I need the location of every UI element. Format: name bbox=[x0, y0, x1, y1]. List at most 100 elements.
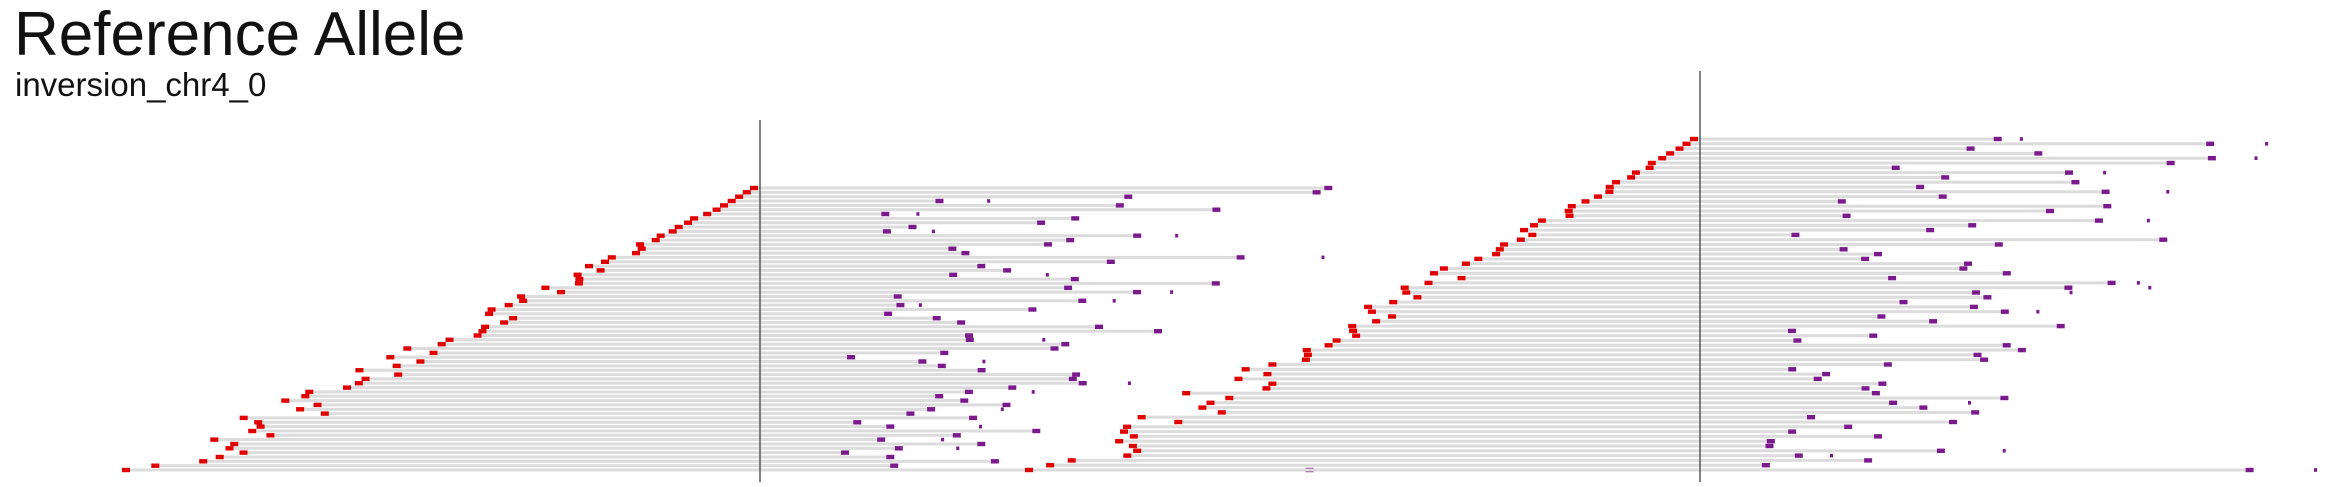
read-pair-connector bbox=[1605, 190, 2102, 194]
mate-segment bbox=[1969, 304, 1978, 310]
mate-segment-extra bbox=[1000, 407, 1004, 412]
read-pair-connector bbox=[1424, 281, 2108, 285]
read-segment bbox=[1520, 227, 1528, 233]
read-pair-connector bbox=[445, 338, 966, 342]
mate-segment bbox=[1766, 439, 1775, 444]
mate-segment bbox=[940, 350, 949, 356]
mate-segment-extra bbox=[987, 199, 991, 203]
mate-segment-extra bbox=[2148, 285, 2152, 290]
read-segment bbox=[1372, 319, 1381, 324]
mate-segment bbox=[882, 229, 891, 234]
read-pair-connector bbox=[1627, 175, 1942, 179]
read-segment bbox=[199, 459, 208, 464]
mate-segment bbox=[2206, 141, 2215, 146]
read-pair-connector bbox=[1225, 396, 2001, 400]
read-pair-connector bbox=[1364, 305, 1970, 309]
mate-segment bbox=[881, 211, 890, 217]
read-pair-connector bbox=[1682, 142, 2207, 146]
mate-segment bbox=[1949, 419, 1957, 425]
read-pair-connector bbox=[481, 325, 1096, 329]
mate-segment bbox=[1980, 357, 1989, 362]
mate-segment bbox=[1068, 376, 1077, 382]
read-segment bbox=[473, 333, 482, 338]
read-pair-connector bbox=[750, 186, 1325, 190]
mate-segment bbox=[1899, 299, 1908, 305]
read-pair-connector bbox=[1129, 434, 1874, 438]
mate-segment bbox=[935, 198, 944, 204]
read-pair-connector bbox=[1352, 334, 1870, 338]
read-pair-connector bbox=[1690, 137, 1994, 141]
mate-segment-extra bbox=[2146, 218, 2150, 223]
read-segment bbox=[541, 285, 550, 290]
mate-segment bbox=[918, 359, 927, 364]
page-title: Reference Allele bbox=[14, 0, 466, 69]
read-segment bbox=[1461, 261, 1470, 266]
read-pair-connector bbox=[1301, 358, 1981, 362]
read-pair-connector bbox=[517, 295, 894, 298]
mate-segment-extra bbox=[918, 303, 922, 307]
mate-segment bbox=[1959, 266, 1968, 271]
read-pair-connector bbox=[500, 321, 957, 324]
mate-segment bbox=[1966, 146, 1975, 151]
mate-segment bbox=[1115, 203, 1124, 208]
mate-segment bbox=[2071, 180, 2080, 185]
read-pair-connector bbox=[354, 381, 1079, 385]
read-segment bbox=[1564, 208, 1573, 214]
read-segment bbox=[1492, 251, 1501, 257]
read-segment bbox=[1389, 299, 1398, 305]
read-pair-connector bbox=[1474, 257, 1862, 261]
mate-segment-extra bbox=[1321, 255, 1325, 260]
mate-segment bbox=[1888, 275, 1897, 281]
mate-segment-extra bbox=[2314, 468, 2317, 472]
read-segment bbox=[1605, 184, 1614, 190]
read-segment bbox=[1424, 280, 1433, 286]
mate-segment bbox=[2103, 204, 2112, 209]
read-segment bbox=[517, 294, 525, 299]
mate-segment bbox=[2017, 347, 2026, 353]
read-segment bbox=[210, 437, 219, 442]
mate-segment bbox=[1807, 415, 1815, 420]
mate-segment bbox=[2064, 285, 2073, 290]
read-segment bbox=[485, 311, 494, 316]
read-segment bbox=[343, 385, 351, 390]
read-segment bbox=[1658, 156, 1667, 161]
read-segment bbox=[1388, 314, 1396, 319]
mate-segment-extra bbox=[979, 424, 982, 429]
mate-segment bbox=[894, 446, 903, 451]
mate-segment bbox=[884, 311, 893, 316]
read-segment bbox=[1567, 204, 1576, 209]
read-segment bbox=[1324, 343, 1333, 348]
read-segment bbox=[1129, 434, 1138, 439]
read-pair-connector bbox=[313, 403, 1003, 407]
read-pair-connector bbox=[225, 446, 895, 450]
read-pair-connector bbox=[1241, 367, 1789, 371]
mate-segment-extra bbox=[1175, 233, 1179, 238]
read-pair-connector bbox=[504, 303, 897, 307]
read-pair-connector bbox=[1217, 410, 1972, 414]
read-segment bbox=[248, 428, 257, 434]
read-pair-connector bbox=[636, 242, 1044, 246]
mate-segment bbox=[2000, 309, 2009, 314]
read-pair-connector bbox=[320, 412, 907, 416]
read-segment bbox=[320, 411, 329, 416]
mate-segment bbox=[952, 433, 961, 438]
read-pair-connector bbox=[1268, 382, 1879, 386]
read-pair-connector bbox=[703, 212, 882, 216]
mate-segment bbox=[1878, 381, 1887, 386]
mate-segment bbox=[2002, 271, 2011, 276]
read-pair-connector bbox=[1067, 458, 1865, 462]
mate-segment bbox=[965, 337, 974, 342]
mate-segment bbox=[1028, 307, 1037, 312]
read-segment bbox=[256, 424, 265, 429]
read-segment bbox=[1120, 429, 1128, 434]
mate-segment bbox=[2094, 218, 2103, 223]
read-pair-connector bbox=[632, 251, 962, 255]
read-pair-connector bbox=[343, 386, 1009, 390]
read-pair-connector bbox=[1349, 329, 1788, 333]
mate-segment bbox=[1861, 386, 1870, 391]
mate-segment-extra bbox=[2069, 290, 2073, 295]
read-pair-connector bbox=[1612, 180, 2072, 184]
mate-segment-extra bbox=[1112, 299, 1116, 303]
read-segment bbox=[509, 316, 518, 321]
read-segment bbox=[573, 272, 582, 277]
